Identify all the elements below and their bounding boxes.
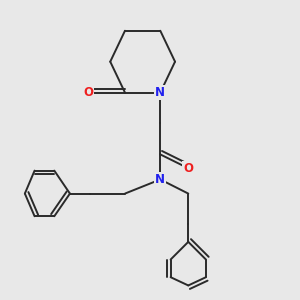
Text: N: N [155, 86, 165, 99]
Text: N: N [155, 173, 165, 186]
Text: O: O [83, 86, 93, 99]
Text: O: O [183, 162, 193, 175]
